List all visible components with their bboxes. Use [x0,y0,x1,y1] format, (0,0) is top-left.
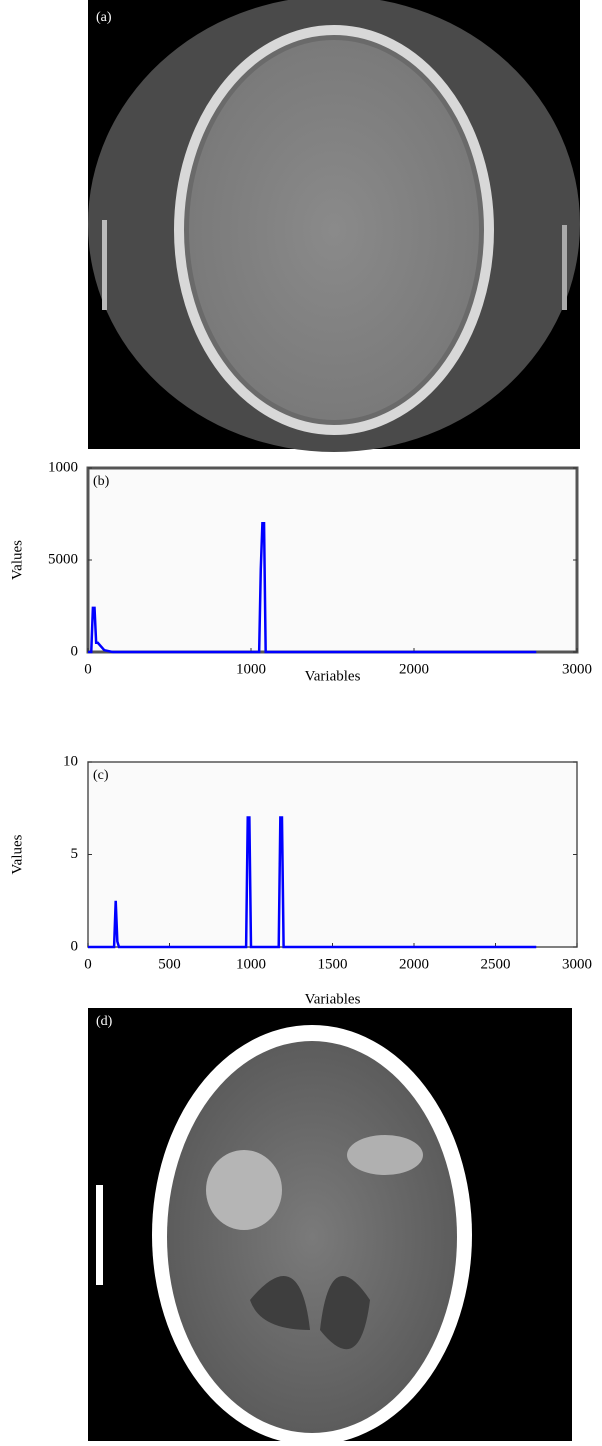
x-tick-label: 500 [158,956,181,972]
panel-label: (b) [93,474,110,489]
x-tick-label: 0 [84,956,92,972]
panel-label: (c) [93,768,109,783]
x-tick-label: 2000 [399,956,429,972]
ct-image-d: (d) [88,1008,572,1445]
x-axis-label: Variables [305,668,361,684]
plot-area [87,761,578,948]
y-tick-label: 5000 [48,551,78,567]
x-tick-label: 3000 [562,956,592,972]
data-line [88,816,537,949]
x-tick-label: 0 [84,661,92,677]
data-line [88,521,537,654]
x-tick-label: 2000 [399,661,429,677]
plot-area [86,466,579,654]
y-tick-label: 10 [63,753,78,769]
x-axis-label: Variables [305,991,361,1007]
x-tick-label: 3000 [562,661,592,677]
x-tick-label: 1000 [236,956,266,972]
panel-label: (a) [96,10,112,25]
y-tick-label: 0 [71,643,79,659]
y-tick-label: 5 [71,846,79,862]
ct-image-a: (a) [88,0,580,452]
y-axis-label: Values [9,540,25,580]
panel-label: (d) [96,1014,113,1029]
x-tick-label: 2500 [481,956,511,972]
y-tick-label: 1000 [48,459,78,475]
y-tick-label: 0 [71,938,79,954]
x-tick-label: 1500 [318,956,348,972]
x-tick-label: 1000 [236,661,266,677]
y-axis-label: Values [9,834,25,874]
